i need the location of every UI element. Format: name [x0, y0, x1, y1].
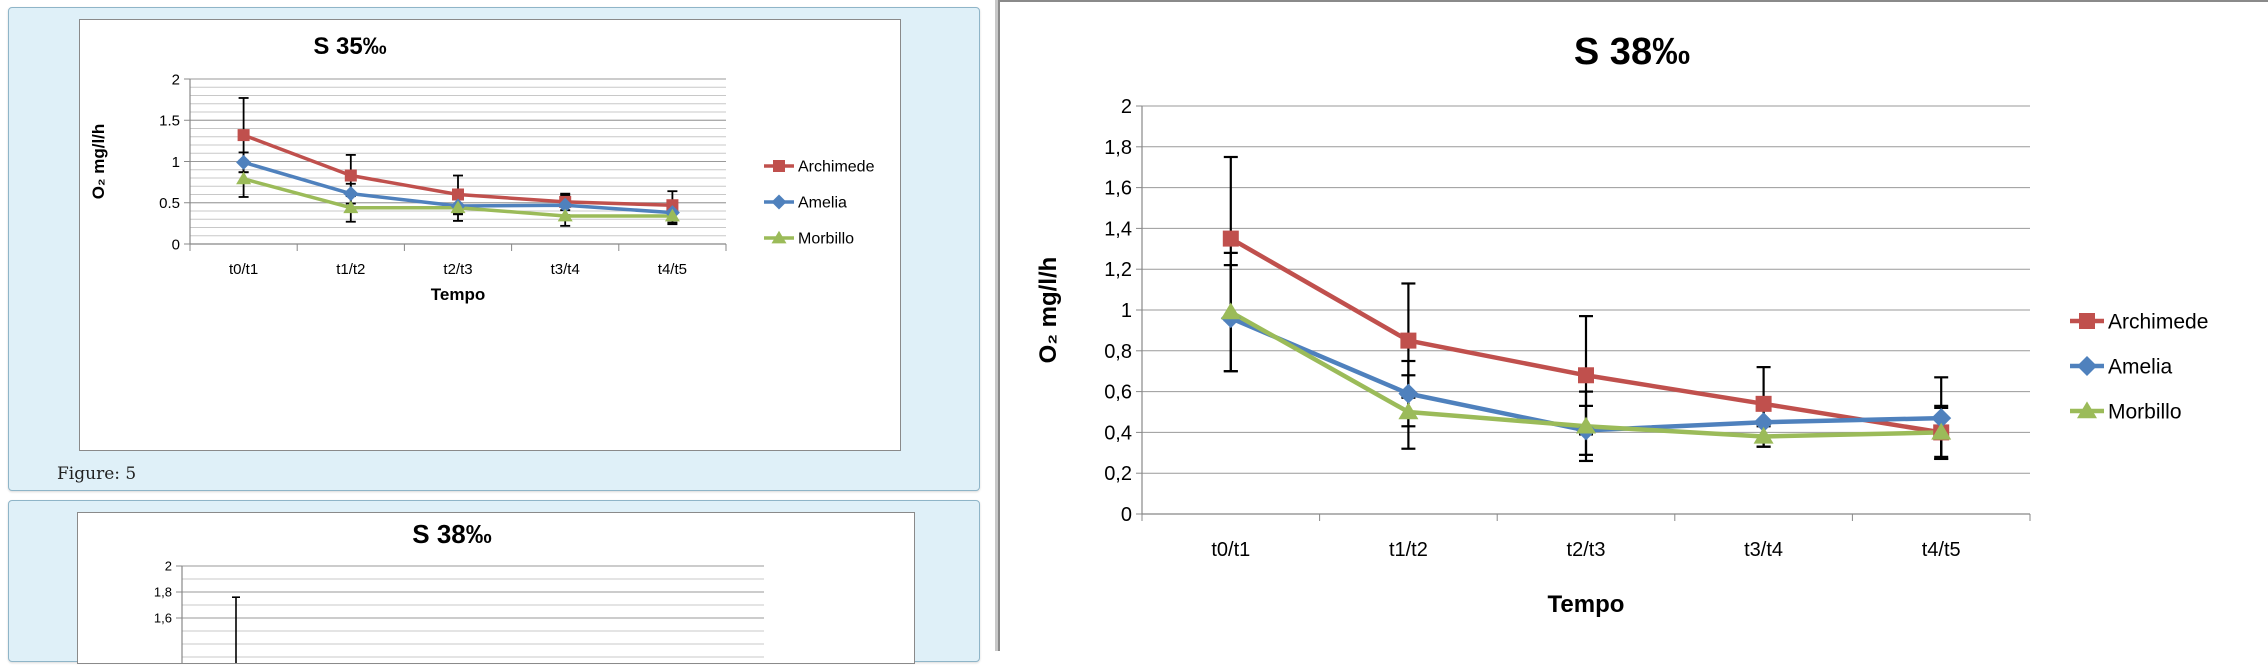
legend-marker-amelia [2077, 356, 2097, 376]
x-tick-label: t4/t5 [658, 261, 687, 278]
x-tick-label: t1/t2 [1389, 539, 1428, 561]
data-point-archimede [452, 188, 464, 201]
chart-viewer: S 38‰ 0 0,2 0,4 0,6 0,8 1 1,2 1,4 1,6 1,8 2 t0/t1 t1/… [998, 0, 2268, 651]
figure-caption: Figure: 5 [57, 464, 137, 484]
y-tick-label: 0,4 [1104, 422, 1132, 444]
y-tick-label: 1,4 [1104, 218, 1132, 240]
data-point-morbillo [557, 208, 573, 222]
y-tick-label: 0.5 [159, 195, 180, 212]
x-tick-label: t0/t1 [1211, 539, 1250, 561]
y-tick-label: 0,6 [1104, 382, 1132, 404]
y-tick-label: 2 [165, 559, 172, 574]
data-point-morbillo [236, 171, 252, 185]
data-point-amelia [343, 186, 359, 202]
x-axis-title: Tempo [1548, 591, 1625, 618]
data-point-archimede [1400, 332, 1417, 349]
data-point-archimede [344, 169, 357, 182]
data-point-morbillo [1753, 426, 1774, 444]
x-tick-label: t1/t2 [336, 261, 365, 278]
legend-label-archimede: Archimede [798, 159, 875, 176]
legend-marker-archimede [773, 160, 785, 172]
data-point-morbillo [1576, 416, 1596, 434]
figure-card-2[interactable]: S 38‰ 1,6 1,8 2 [8, 500, 980, 668]
legend-label-archimede: Archimede [2108, 310, 2208, 333]
y-tick-label: 1,2 [1104, 259, 1132, 281]
y-tick-label: 1 [172, 154, 180, 171]
y-tick-label: 2 [1121, 96, 1132, 118]
legend-label-morbillo: Morbillo [798, 231, 854, 248]
y-tick-label: 1,6 [154, 611, 172, 626]
x-tick-label: t4/t5 [1922, 539, 1961, 561]
legend-marker-morbillo [771, 230, 787, 244]
data-point-amelia [557, 197, 573, 213]
data-point-morbillo [1398, 402, 1419, 420]
data-point-amelia [1398, 383, 1419, 404]
legend-marker-morbillo [2077, 401, 2097, 419]
chart-box-2: S 38‰ 1,6 1,8 2 [77, 512, 915, 668]
chart-title: S 38‰ [412, 519, 492, 549]
data-point-archimede [1755, 395, 1772, 412]
y-tick-label: 0,8 [1104, 341, 1132, 363]
y-tick-label: 1.5 [159, 113, 180, 130]
figure-card-1[interactable]: S 35‰ 0 0.5 1 1.5 2 t0/t1 t1/t2 t2/t3 t3/t4 t4/t5 T… [8, 7, 980, 491]
x-tick-label: t3/t4 [1744, 539, 1783, 561]
legend-marker-archimede [2079, 313, 2095, 329]
chart-title: S 38‰ [1574, 31, 1690, 73]
chart-main-s38: S 38‰ 0 0,2 0,4 0,6 0,8 1 1,2 1,4 1,6 1,8 2 t0/t1 t1/… [1035, 31, 2208, 618]
data-point-morbillo [450, 200, 466, 214]
legend-marker-amelia [771, 194, 787, 210]
y-tick-label: 0 [1121, 504, 1132, 526]
y-tick-label: 0,2 [1104, 463, 1132, 485]
legend-label-morbillo: Morbillo [2108, 400, 2182, 423]
legend-label-amelia: Amelia [798, 195, 847, 212]
x-tick-label: t3/t4 [551, 261, 580, 278]
data-point-amelia [1753, 412, 1774, 433]
pane-divider[interactable] [995, 0, 998, 651]
y-tick-label: 2 [172, 71, 180, 88]
data-point-morbillo [343, 200, 359, 214]
y-tick-label: 1 [1121, 300, 1132, 322]
data-point-morbillo [1220, 302, 1241, 320]
y-tick-label: 1,8 [1104, 137, 1132, 159]
data-point-archimede [1222, 230, 1239, 247]
legend-label-amelia: Amelia [2108, 355, 2173, 378]
chart-box-1: S 35‰ 0 0.5 1 1.5 2 t0/t1 t1/t2 t2/t3 t3/t4 t4/t5 T… [79, 19, 901, 451]
x-tick-label: t2/t3 [443, 261, 472, 278]
chart-thumb-s35: S 35‰ 0 0.5 1 1.5 2 t0/t1 t1/t2 t2/t3 t3/t4 t4/t5 T… [89, 33, 875, 304]
x-tick-label: t2/t3 [1567, 539, 1606, 561]
data-point-archimede [1578, 367, 1594, 384]
x-tick-label: t0/t1 [229, 261, 258, 278]
data-point-amelia [1931, 408, 1952, 429]
data-point-morbillo [664, 208, 680, 222]
data-point-morbillo [1931, 422, 1952, 440]
data-point-archimede [237, 129, 250, 142]
y-tick-label: 1,8 [154, 585, 172, 600]
y-tick-label: 0 [172, 236, 180, 253]
chart-title: S 35‰ [313, 33, 386, 60]
data-point-amelia [236, 154, 252, 170]
y-axis-title: O₂ mg/l/h [1035, 257, 1062, 364]
y-axis-title: O₂ mg/l/h [89, 124, 108, 200]
y-tick-label: 1,6 [1104, 178, 1132, 200]
x-axis-title: Tempo [431, 285, 485, 304]
left-panel: S 35‰ 0 0.5 1 1.5 2 t0/t1 t1/t2 t2/t3 t3/t4 t4/t5 T… [0, 0, 995, 668]
chart-thumb-s38: S 38‰ 1,6 1,8 2 [154, 519, 764, 668]
